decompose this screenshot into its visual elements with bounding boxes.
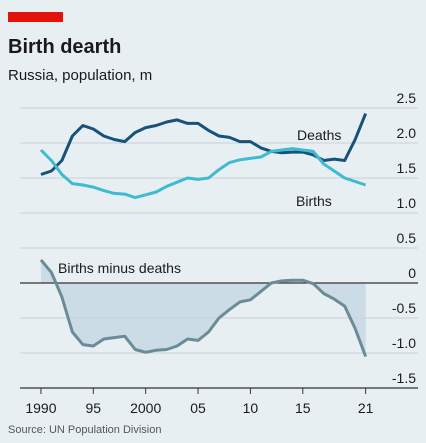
y-tick-label: 2.0 [397,125,417,141]
y-tick-label: 2.5 [397,90,417,106]
y-tick-label: 1.0 [397,195,417,211]
series-label: Births minus deaths [58,260,181,276]
source: Source: UN Population Division [8,424,161,436]
y-tick-label: 1.5 [397,160,417,176]
y-tick-label: -0.5 [392,300,416,316]
x-tick-label: 10 [243,400,259,416]
y-tick-label: 0 [408,265,416,281]
line [40,113,368,176]
line [39,258,368,358]
series-label: Deaths [297,127,341,143]
chart-title: Birth dearth [8,36,121,58]
chart-subtitle: Russia, population, m [8,67,152,84]
x-tick-label: 2000 [130,400,161,416]
series-label: Births [296,193,332,209]
y-tick-label: 0.5 [397,230,417,246]
area [40,259,366,357]
x-tick-label: 95 [86,400,102,416]
y-tick-label: -1.0 [392,335,416,351]
x-tick-label: 1990 [25,400,56,416]
y-tick-label: -1.5 [392,370,416,386]
line [39,147,367,200]
x-tick-label: 21 [358,400,374,416]
x-tick-label: 15 [295,400,311,416]
x-tick-label: 05 [190,400,206,416]
red-tab [8,12,63,22]
